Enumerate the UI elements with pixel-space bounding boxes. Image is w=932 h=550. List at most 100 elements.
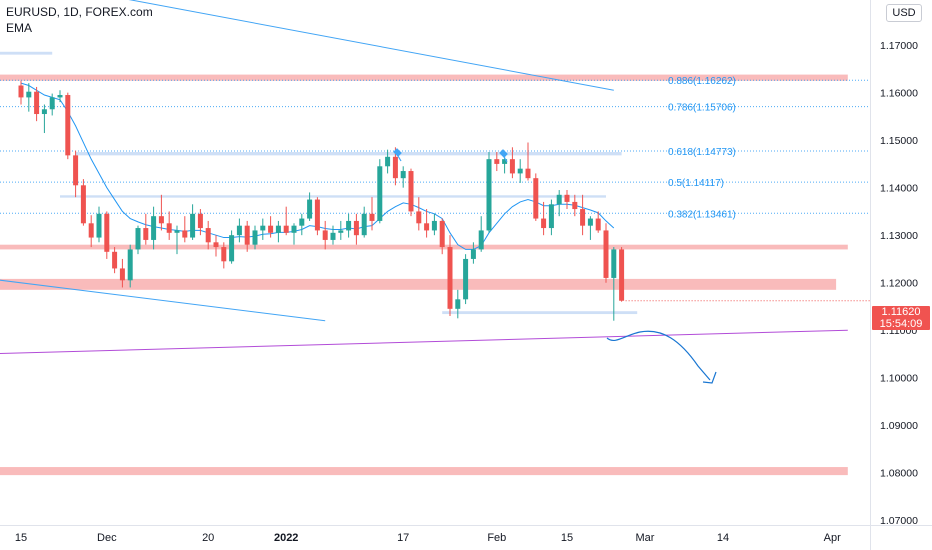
annotations-layer — [393, 148, 717, 384]
price-tick: 1.12000 — [880, 278, 918, 290]
candle-body — [595, 218, 601, 231]
candle-body — [182, 230, 188, 238]
candle-body — [236, 225, 242, 236]
candle-body — [314, 199, 320, 231]
candle-body — [190, 213, 196, 238]
time-tick: Feb — [487, 532, 506, 544]
red-zone — [0, 467, 848, 476]
candle-body — [330, 232, 336, 240]
candle-body — [400, 171, 406, 179]
candle-body — [18, 85, 24, 98]
red-zone — [0, 74, 848, 81]
price-tick: 1.17000 — [880, 40, 918, 52]
blue-zone — [442, 311, 638, 315]
candle-body — [80, 185, 86, 224]
currency-button[interactable]: USD — [886, 4, 922, 22]
candle-body — [369, 213, 375, 221]
fib-label-0.886: 0.886(1.16262) — [668, 76, 736, 87]
candle-body — [213, 242, 219, 248]
candle-body — [338, 230, 344, 233]
red-zone — [0, 278, 837, 290]
candle-body — [26, 91, 32, 98]
candle-body — [431, 220, 437, 231]
candle-body — [119, 268, 125, 281]
candle-body — [541, 218, 547, 229]
candle-body — [197, 213, 203, 229]
fib-label-0.786: 0.786(1.15706) — [668, 103, 736, 114]
price-tick: 1.14000 — [880, 183, 918, 195]
candle-body — [307, 199, 313, 219]
candle-body — [525, 168, 531, 179]
zones-layer — [0, 51, 848, 476]
time-tick: 20 — [202, 532, 214, 544]
candle-body — [486, 159, 492, 231]
candle-body — [439, 220, 445, 248]
chart-header: EURUSD, 1D, FOREX.com EMA — [6, 4, 153, 36]
candles-layer — [18, 80, 625, 321]
candle-body — [619, 249, 625, 301]
support-line-2 — [0, 329, 848, 354]
blue-zone — [75, 152, 622, 156]
fib-layer: 0.886(1.16262) 0.786(1.15706) 0.618(1.1477… — [0, 76, 870, 220]
trend-line-1 — [0, 279, 326, 322]
symbol-title[interactable]: EURUSD, 1D, FOREX.com — [6, 5, 153, 19]
candle-body — [463, 258, 469, 300]
candle-body — [135, 228, 141, 250]
candle-body — [34, 91, 40, 115]
candle-body — [353, 220, 359, 236]
countdown-label: 15:54:09 — [879, 318, 923, 330]
candle-body — [377, 166, 383, 221]
fib-label-0.618: 0.618(1.14773) — [668, 147, 736, 158]
time-tick: Dec — [97, 532, 117, 544]
candle-body — [564, 194, 570, 202]
candle-body — [268, 225, 274, 233]
candle-body — [65, 95, 71, 156]
candle-body — [174, 230, 180, 233]
candle-body — [57, 95, 63, 98]
candle-body — [470, 249, 476, 259]
candle-body — [291, 225, 297, 233]
red-zone — [0, 244, 848, 250]
candle-body — [96, 213, 102, 238]
candle-body — [151, 216, 157, 240]
candle-body — [49, 97, 55, 110]
candle-body — [112, 251, 118, 269]
projection-arrow — [606, 330, 711, 381]
time-tick: 14 — [717, 532, 729, 544]
time-tick: 15 — [15, 532, 27, 544]
candle-body — [533, 178, 539, 219]
candle-body — [205, 228, 211, 243]
time-tick: 17 — [397, 532, 409, 544]
candle-body — [455, 299, 461, 309]
candle-body — [494, 159, 500, 164]
current-price-label: 1.11620 — [881, 306, 921, 318]
candle-body — [283, 225, 289, 233]
pin-marker — [393, 148, 402, 162]
indicator-legend[interactable]: EMA — [6, 21, 33, 35]
candle-body — [587, 218, 593, 226]
candle-body — [158, 216, 164, 224]
time-tick: 15 — [561, 532, 573, 544]
blue-zone — [60, 195, 606, 198]
candle-body — [603, 230, 609, 278]
candle-body — [275, 225, 281, 233]
candle-body — [416, 211, 422, 224]
price-tick: 1.08000 — [880, 468, 918, 480]
fib-label-0.5: 0.5(1.14117) — [668, 178, 724, 189]
candle-body — [478, 230, 484, 250]
candle-body — [41, 109, 47, 115]
candle-body — [611, 249, 617, 278]
trendlines-layer — [0, 0, 848, 354]
candle-body — [548, 204, 554, 229]
candle-body — [447, 247, 453, 309]
fib-label-0.382: 0.382(1.13461) — [668, 209, 736, 220]
candle-body — [346, 220, 352, 231]
trend-line-0 — [128, 0, 614, 91]
price-tick: 1.09000 — [880, 420, 918, 432]
candle-body — [299, 218, 305, 226]
candle-body — [361, 213, 367, 236]
candle-body — [322, 230, 328, 240]
candle-body — [229, 235, 235, 262]
